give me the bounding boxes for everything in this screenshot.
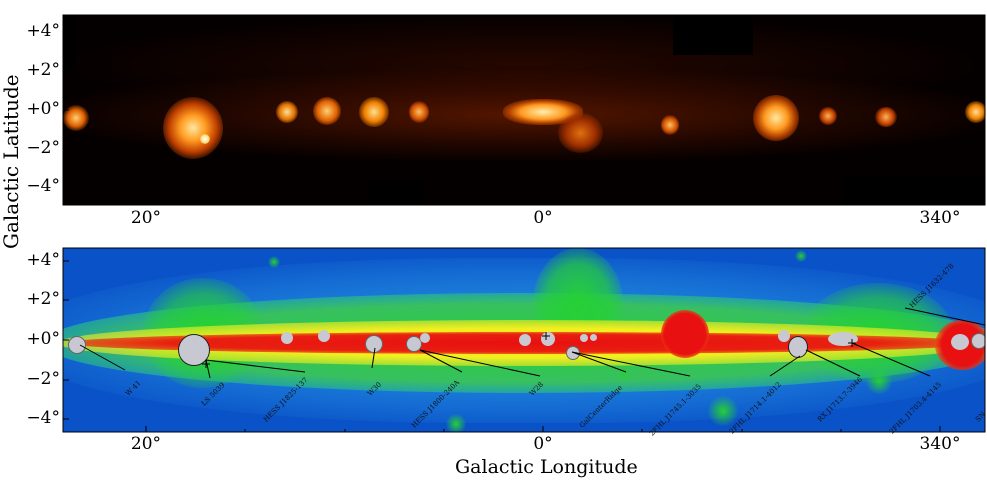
- bottom-src-w28: [519, 334, 531, 346]
- top-lat-tick-label: +0°: [26, 99, 60, 119]
- bottom-src-l12: [281, 332, 293, 344]
- bottom-src-ls5039: [178, 334, 210, 366]
- bottom-spot-5: [619, 370, 629, 380]
- bottom-lat-tick-label: −4°: [26, 408, 60, 428]
- bottom-lat-ticks: [63, 260, 69, 420]
- top-source-l12: [276, 101, 298, 123]
- top-source-rxj1713-halo: [753, 95, 799, 141]
- bottom-src-l333: [951, 334, 969, 350]
- bottom-lon-tick-label: 340°: [919, 434, 961, 454]
- top-emission-map: [63, 15, 985, 205]
- top-lat-tick-label: +2°: [26, 60, 60, 80]
- bottom-significance-map: [63, 248, 985, 432]
- top-source-w30: [359, 97, 389, 127]
- top-lon-tick-label: 340°: [919, 208, 961, 228]
- top-lat-tick-label: −4°: [26, 176, 60, 196]
- top-mask-mid2: [673, 15, 753, 55]
- bottom-lat-tick-label: −2°: [26, 369, 60, 389]
- top-lat-tick-label: −2°: [26, 138, 60, 158]
- bottom-src-l358: [580, 334, 588, 342]
- top-source-l9: [313, 97, 341, 125]
- bottom-lat-tick-label: +0°: [26, 329, 60, 349]
- top-lat-ticks: [63, 32, 69, 188]
- top-lon-tick-label: 20°: [130, 208, 162, 228]
- top-source-ls5039-core: [200, 134, 210, 144]
- bottom-spot-3: [708, 396, 738, 426]
- bottom-src-hess1800b: [420, 333, 430, 343]
- bottom-src-w41: [68, 336, 86, 354]
- bottom-frame: [62, 247, 986, 433]
- top-source-l342: [819, 107, 837, 125]
- lon-ticks: [145, 199, 941, 432]
- bottom-red-l355: [661, 310, 709, 358]
- bottom-src-gcridge: [566, 346, 580, 360]
- top-source-l333: [965, 101, 985, 123]
- y-axis-label: Galactic Latitude: [0, 74, 23, 249]
- bottom-lon-tick-label: 20°: [130, 434, 162, 454]
- top-source-gc-arc: [558, 113, 603, 153]
- top-source-l353: [661, 115, 679, 135]
- x-axis-label: Galactic Longitude: [455, 456, 638, 478]
- bottom-src-l347: [778, 330, 790, 342]
- bottom-lat-tick-label: +4°: [26, 250, 60, 270]
- source-crosses: [202, 332, 856, 368]
- top-lon-tick-label: 0°: [533, 208, 553, 228]
- bottom-src-l11: [318, 330, 330, 342]
- top-mask-right: [843, 175, 985, 205]
- top-noise-upper: [63, 15, 985, 115]
- bottom-spot-1: [268, 256, 280, 268]
- leader-lines: [79, 307, 986, 379]
- bottom-src-l332: [971, 333, 985, 349]
- top-mask-mid1: [368, 180, 423, 205]
- bottom-spot-6: [446, 414, 466, 432]
- bottom-src-l357: [590, 334, 597, 341]
- top-source-ls5039: [163, 97, 223, 159]
- top-mask-left: [63, 15, 75, 70]
- bottom-spot-4: [866, 368, 892, 394]
- top-lat-tick-label: +4°: [26, 21, 60, 41]
- top-source-w28: [409, 101, 429, 123]
- bottom-lat-tick-label: +2°: [26, 289, 60, 309]
- top-frame: [62, 14, 986, 206]
- bottom-lon-tick-label: 0°: [533, 434, 553, 454]
- bottom-spot-2: [795, 250, 807, 262]
- top-source-l338: [875, 107, 897, 127]
- top-source-l20a: [63, 105, 89, 131]
- bottom-src-hess1800: [406, 336, 422, 352]
